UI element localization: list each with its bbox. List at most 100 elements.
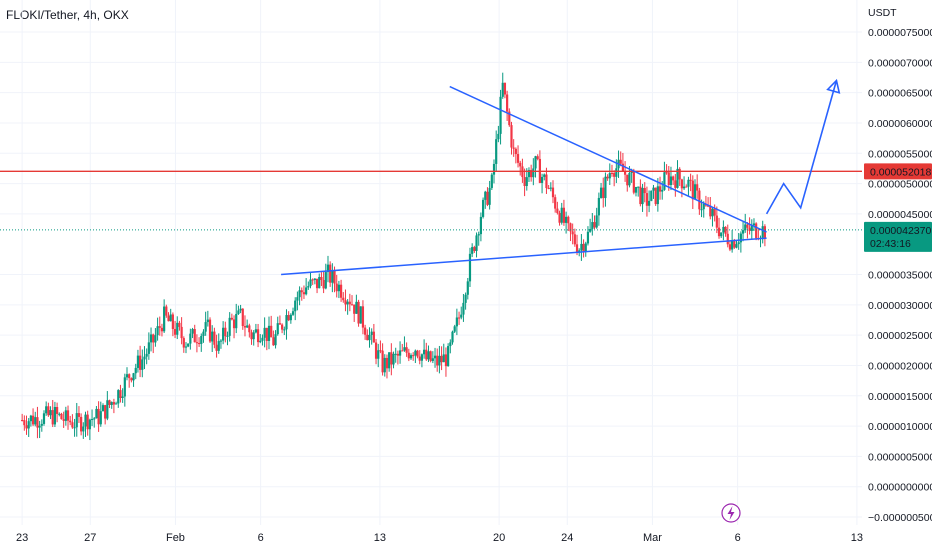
candle-body — [176, 322, 179, 335]
candle-body — [372, 331, 375, 343]
candle-body — [291, 311, 295, 315]
candle-body — [613, 173, 616, 177]
candle-body — [455, 317, 458, 327]
candle-body — [289, 314, 292, 321]
candle-body — [589, 229, 592, 232]
candle-body — [163, 306, 166, 332]
x-tick-label: Feb — [166, 532, 185, 544]
candle-body — [359, 306, 362, 324]
candle-body — [558, 212, 561, 223]
candle-body — [599, 187, 603, 198]
candle-body — [580, 243, 583, 251]
candle-body — [158, 326, 161, 328]
candle-body — [145, 353, 148, 357]
candle-body — [573, 234, 576, 245]
candle-body — [442, 354, 445, 363]
candles — [21, 72, 766, 441]
y-tick-label: 0.0000035000 — [868, 270, 932, 282]
candle-body — [298, 290, 301, 298]
candle-body — [451, 331, 454, 343]
candle-body — [339, 284, 343, 298]
candle-body — [667, 172, 670, 185]
candle-body — [58, 413, 61, 415]
candle-body — [187, 343, 190, 347]
x-tick-label: 6 — [735, 532, 741, 544]
y-tick-label: 0.0000065000 — [868, 88, 932, 100]
candle-body — [685, 186, 688, 188]
candle-body — [296, 297, 299, 301]
candle-body — [184, 346, 188, 348]
lightning-icon[interactable] — [721, 503, 741, 523]
y-tick-label: 0.0000005000 — [868, 451, 932, 463]
candle-body — [350, 304, 354, 306]
candle-body — [213, 331, 216, 345]
candle-body — [545, 174, 548, 189]
candle-body — [632, 171, 635, 193]
candle-body — [167, 315, 170, 322]
candle-body — [197, 343, 201, 345]
candle-body — [750, 225, 753, 231]
candle-body — [748, 227, 751, 231]
candle-body — [38, 425, 41, 428]
candle-body — [761, 226, 764, 238]
x-tick-label: 13 — [374, 532, 386, 544]
candle-body — [481, 199, 485, 217]
candle-body — [602, 187, 605, 199]
candle-body — [45, 406, 48, 414]
candle-body — [639, 186, 642, 205]
projection-arrowhead — [826, 78, 841, 94]
candle-body — [654, 187, 657, 205]
projection-path[interactable] — [765, 80, 838, 215]
y-tick-label: 0.0000075000 — [868, 27, 932, 39]
price-axis-panel[interactable] — [862, 0, 932, 550]
candle-body — [80, 416, 83, 432]
candle-body — [86, 414, 89, 430]
y-tick-label: −0.0000005000 — [868, 512, 932, 524]
candle-body — [739, 233, 742, 243]
candle-body — [457, 317, 461, 319]
candle-body — [431, 358, 434, 361]
candle-body — [239, 308, 242, 311]
candle-body — [401, 350, 404, 352]
candle-body — [728, 244, 732, 250]
candle-body — [171, 314, 174, 329]
candle-body — [232, 319, 236, 329]
candle-body — [66, 410, 70, 421]
candle-body — [477, 234, 480, 236]
candle-body — [130, 378, 133, 381]
candle-body — [630, 171, 633, 173]
trendlines[interactable] — [281, 85, 767, 276]
trendline-descending-resistance — [449, 85, 767, 233]
candle-body — [490, 174, 493, 188]
candle-body — [23, 420, 26, 426]
candle-body — [687, 179, 690, 187]
candle-body — [215, 344, 218, 351]
candle-body — [567, 216, 570, 224]
candle-body — [235, 313, 238, 329]
candle-body — [344, 300, 347, 305]
candle-body — [55, 406, 59, 414]
candle-body — [256, 329, 260, 343]
candle-body — [272, 337, 275, 346]
candle-body — [106, 400, 109, 419]
candle-body — [423, 349, 426, 355]
candle-body — [669, 176, 673, 185]
y-tick-label: 0.0000030000 — [868, 300, 932, 312]
candle-body — [370, 331, 373, 335]
price-axis: 0.0000075000 0.0000070000 0.0000065000 0.00… — [868, 27, 932, 524]
candle-body — [508, 111, 511, 126]
candle-body — [132, 373, 135, 381]
candle-body — [565, 216, 568, 223]
x-tick-label: 20 — [493, 532, 505, 544]
candle-body — [169, 314, 172, 322]
candle-body — [385, 357, 389, 369]
candle-body — [661, 189, 664, 192]
candle-body — [82, 426, 85, 432]
candle-body — [230, 317, 233, 320]
candle-body — [665, 172, 668, 174]
candle-body — [40, 423, 43, 426]
candle-body — [75, 413, 78, 428]
candle-body — [682, 186, 686, 189]
candle-body — [31, 415, 35, 425]
